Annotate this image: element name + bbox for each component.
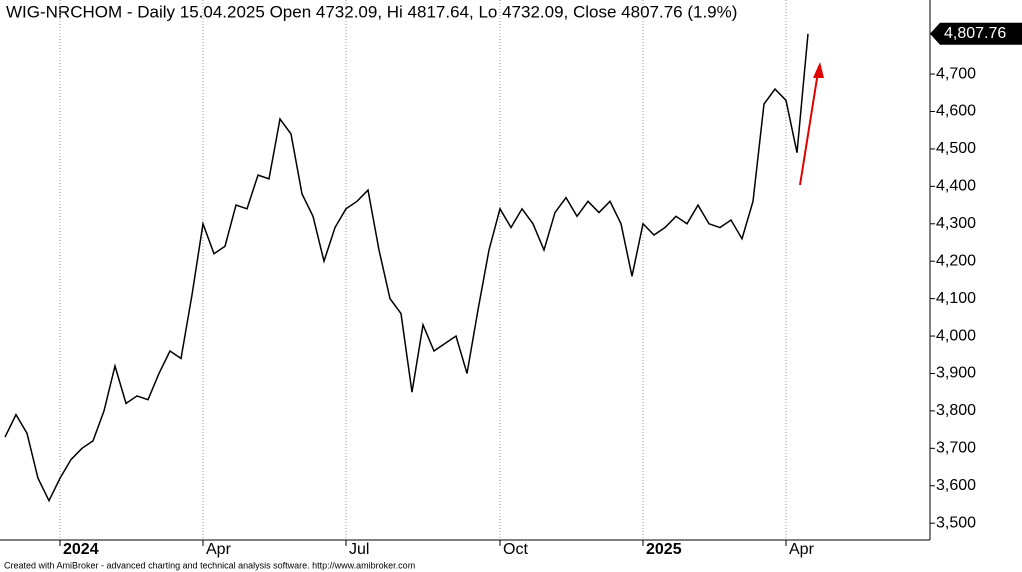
y-tick-label: 3,500 — [936, 514, 976, 531]
x-tick-label: Apr — [789, 541, 815, 558]
annotation-arrow — [799, 71, 819, 186]
x-tick-label: 2025 — [646, 541, 682, 558]
chart-title: WIG-NRCHOM - Daily 15.04.2025 Open 4732.… — [6, 2, 737, 21]
x-tick-label: Oct — [503, 541, 528, 558]
footer: Created with AmiBroker - advanced charti… — [4, 560, 415, 570]
y-tick-label: 4,000 — [936, 327, 976, 344]
x-tick-label: Apr — [206, 541, 232, 558]
y-tick-label: 4,500 — [936, 140, 976, 157]
y-tick-label: 4,300 — [936, 215, 976, 232]
price-line — [4, 33, 809, 503]
y-tick-label: 4,400 — [936, 178, 976, 195]
y-tick-label: 3,900 — [936, 365, 976, 382]
y-tick-label: 4,700 — [936, 65, 976, 82]
x-tick-label: 2024 — [63, 541, 99, 558]
y-tick-label: 4,600 — [936, 103, 976, 120]
y-tick-label: 3,800 — [936, 402, 976, 419]
y-tick-label: 4,100 — [936, 290, 976, 307]
last-price-box — [930, 22, 1022, 45]
y-tick-label: 3,600 — [936, 477, 976, 494]
y-tick-label: 4,200 — [936, 252, 976, 269]
y-tick-label: 3,700 — [936, 440, 976, 457]
last-price-label: 4,807.76 — [944, 25, 1006, 42]
arrow-head — [813, 62, 824, 78]
x-tick-label: Jul — [349, 541, 369, 558]
